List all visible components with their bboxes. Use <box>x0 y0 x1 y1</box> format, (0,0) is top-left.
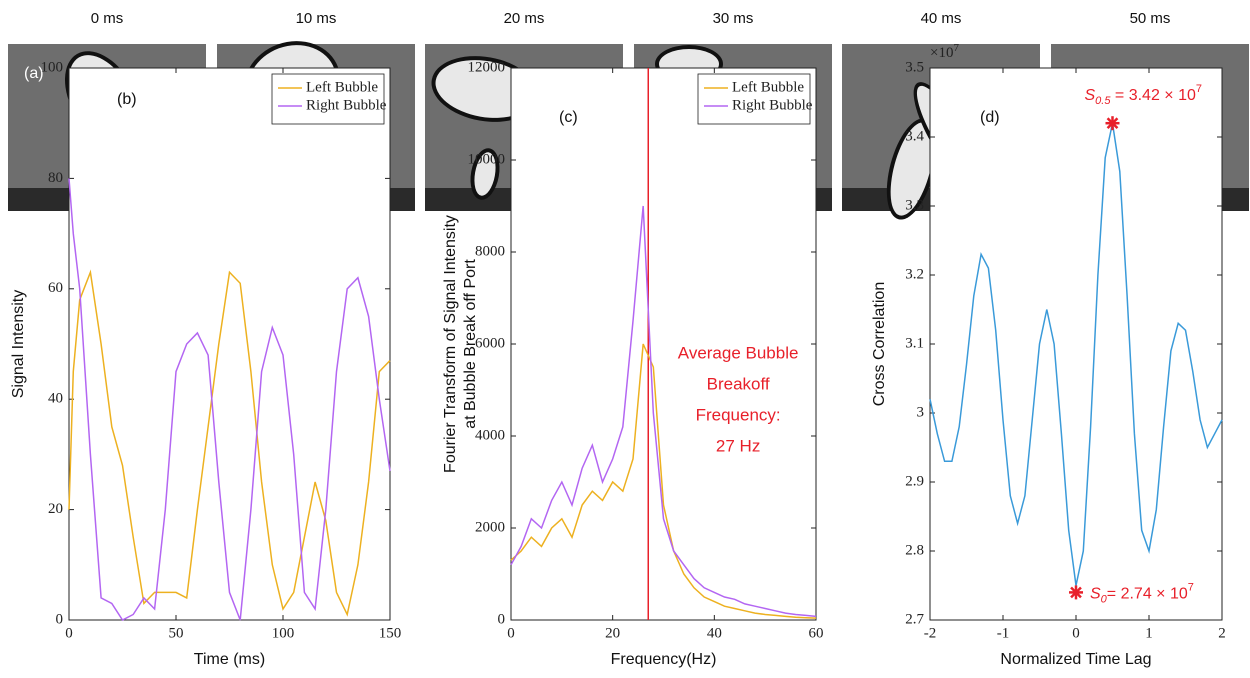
annotation-exponent: 7 <box>1188 581 1194 593</box>
legend <box>271 73 385 125</box>
y-axis-label: at Bubble Break off Port <box>462 259 479 429</box>
marker-annotation: S0= 2.74 × 107 <box>1090 581 1194 605</box>
y-tick-label: 3.4 <box>905 128 924 144</box>
y-tick-label: 40 <box>48 391 63 407</box>
y-tick-label: 60 <box>48 280 63 296</box>
y-tick-label: 4000 <box>475 427 505 443</box>
marker-stroke <box>1070 586 1082 599</box>
y-tick-label: 10000 <box>468 151 506 167</box>
y-tick-label: 8000 <box>475 243 505 259</box>
frame-time-label: 0 ms <box>91 10 124 27</box>
annotation-symbol: S <box>1090 586 1101 603</box>
y-axis-label: Fourier Transform of Signal Intensity <box>442 215 459 473</box>
y-tick-label: 3.2 <box>905 266 924 282</box>
frame-time-label: 30 ms <box>713 10 754 27</box>
x-tick-label: 40 <box>707 625 722 641</box>
annotation-subscript: 0 <box>1101 593 1108 605</box>
x-tick-label: 1 <box>1145 625 1153 641</box>
annotation-symbol: S <box>1085 87 1096 104</box>
annotation: Frequency: <box>696 405 781 424</box>
y-tick-label: 80 <box>48 170 63 186</box>
y-tick-label: 3.5 <box>905 59 924 75</box>
y-tick-label: 6000 <box>475 335 505 351</box>
x-tick-label: 150 <box>379 625 402 641</box>
y-axis-label: Signal Intensity <box>10 290 27 399</box>
x-axis-label: Normalized Time Lag <box>1000 651 1151 668</box>
series-line <box>510 205 817 618</box>
x-tick-label: -1 <box>997 625 1010 641</box>
frame-time-label: 40 ms <box>921 10 962 27</box>
plot-area <box>510 67 817 621</box>
y-tick-label: 3.3 <box>905 197 924 213</box>
bubble <box>890 122 934 216</box>
annotation-text: = 3.42 × 10 <box>1110 87 1196 104</box>
y-tick-label: 100 <box>41 59 64 75</box>
marker-stroke <box>1106 117 1119 130</box>
y-tick-label: 12000 <box>468 59 506 75</box>
x-axis-label: Time (ms) <box>194 651 265 668</box>
panel-label: (c) <box>559 109 578 126</box>
frame-time-label: 50 ms <box>1130 10 1171 27</box>
plot-area <box>929 67 1223 621</box>
legend-label: Left Bubble <box>306 79 378 95</box>
annotation: Average Bubble <box>678 343 799 362</box>
y-tick-label: 2.8 <box>905 542 924 558</box>
annotation-text: = 2.74 × 10 <box>1107 586 1188 603</box>
panel-label: (a) <box>24 65 44 82</box>
annotation-exponent: 7 <box>1196 83 1202 95</box>
x-tick-label: 60 <box>809 625 824 641</box>
legend <box>697 73 811 125</box>
legend-label: Right Bubble <box>306 97 387 113</box>
x-tick-label: 0 <box>507 625 515 641</box>
x-tick-label: 50 <box>169 625 184 641</box>
plot-area <box>68 67 391 621</box>
marker <box>1069 585 1083 600</box>
x-tick-label: 0 <box>65 625 73 641</box>
x-tick-label: 2 <box>1218 625 1226 641</box>
frame-time-label: 20 ms <box>504 10 545 27</box>
series-line <box>510 343 817 619</box>
x-tick-label: -2 <box>924 625 937 641</box>
bubble <box>474 152 496 196</box>
frame-time-label: 10 ms <box>296 10 337 27</box>
y-tick-label: 0 <box>56 611 64 627</box>
marker-annotation: S0.5 = 3.42 × 107 <box>1085 83 1203 107</box>
series-line <box>68 178 391 621</box>
legend-label: Right Bubble <box>732 97 813 113</box>
y-axis-label: Cross Correlation <box>871 282 888 406</box>
x-axis-label: Frequency(Hz) <box>611 651 717 668</box>
x-tick-label: 20 <box>605 625 620 641</box>
y-multiplier: ×107 <box>930 42 959 62</box>
y-tick-label: 2000 <box>475 519 505 535</box>
series-line <box>68 269 391 617</box>
y-tick-label: 3 <box>917 404 925 420</box>
legend-label: Left Bubble <box>732 79 804 95</box>
annotation: Breakoff <box>707 374 770 393</box>
y-tick-label: 2.7 <box>905 611 924 627</box>
panel-label: (d) <box>980 109 1000 126</box>
y-tick-label: 3.1 <box>905 335 924 351</box>
y-tick-label: 20 <box>48 501 63 517</box>
annotation: 27 Hz <box>716 436 760 455</box>
marker <box>1105 116 1120 131</box>
bubble <box>435 60 535 118</box>
panel-label: (b) <box>117 91 137 108</box>
x-tick-label: 0 <box>1072 625 1080 641</box>
x-tick-label: 100 <box>272 625 295 641</box>
y-tick-label: 0 <box>498 611 506 627</box>
y-multiplier-exponent: 7 <box>953 42 959 54</box>
y-tick-label: 2.9 <box>905 473 924 489</box>
y-multiplier-base: ×10 <box>930 45 953 61</box>
annotation-subscript: 0.5 <box>1095 95 1111 107</box>
